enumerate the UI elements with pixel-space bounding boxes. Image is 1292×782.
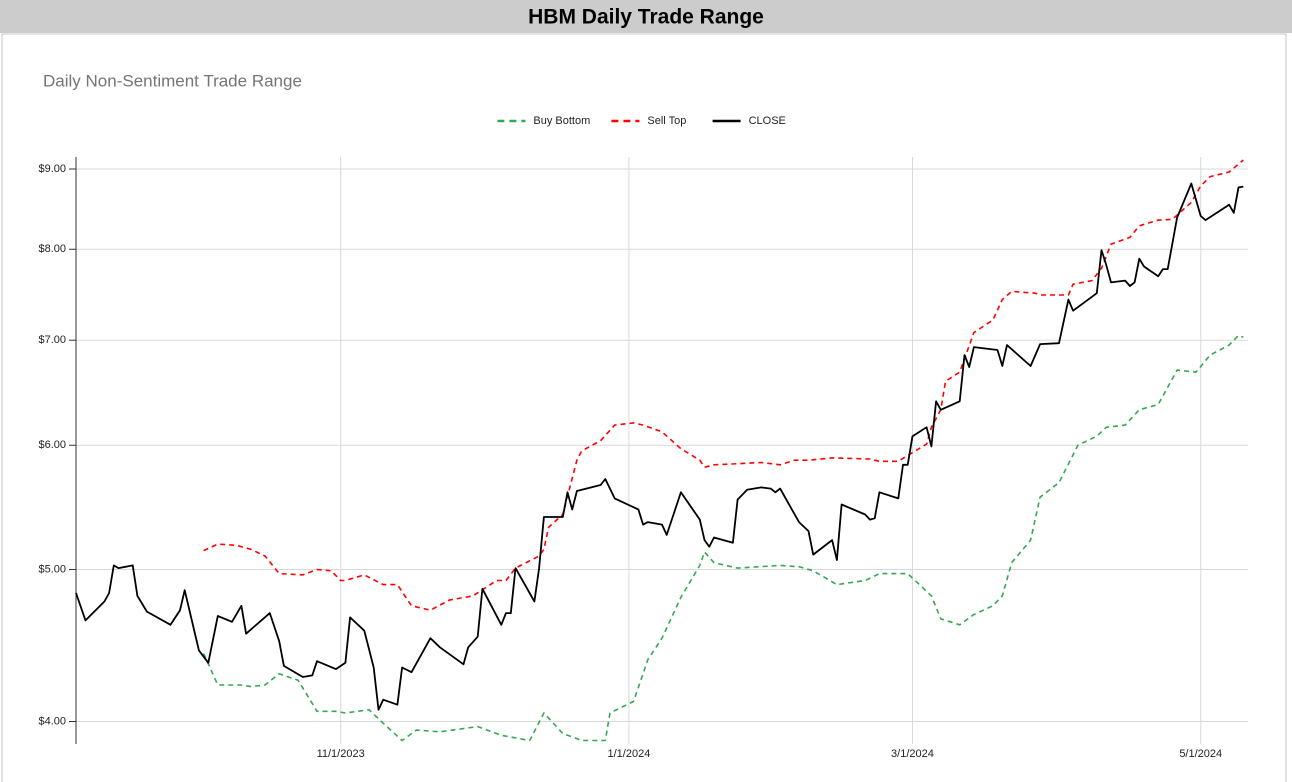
x-tick-label: 1/1/2024 bbox=[608, 748, 651, 760]
legend-label: Sell Top bbox=[647, 115, 686, 127]
y-tick-label: $9.00 bbox=[38, 163, 66, 175]
series-line bbox=[202, 334, 1244, 742]
series-line bbox=[75, 182, 1244, 711]
chart-title: HBM Daily Trade Range bbox=[528, 6, 764, 29]
y-tick-label: $7.00 bbox=[38, 334, 66, 346]
plot-area bbox=[75, 159, 1244, 742]
title-bar bbox=[0, 0, 1292, 33]
series-line bbox=[203, 159, 1244, 611]
y-tick-label: $4.00 bbox=[38, 715, 66, 727]
y-tick-label: $8.00 bbox=[38, 243, 66, 255]
legend: Buy Bottom Sell Top CLOSE bbox=[497, 115, 786, 127]
x-tick-label: 11/1/2023 bbox=[317, 748, 365, 760]
x-tick-label: 3/1/2024 bbox=[891, 748, 934, 760]
chart-subtitle: Daily Non-Sentiment Trade Range bbox=[43, 71, 302, 90]
chart-frame bbox=[1, 33, 1287, 782]
y-tick-label: $5.00 bbox=[38, 563, 66, 575]
x-tick-label: 5/1/2024 bbox=[1179, 748, 1222, 760]
grid: $4.00 $5.00 $6.00 $7.00 $8.00 $9.00 11/1/2023 1… bbox=[38, 157, 1248, 760]
legend-label: CLOSE bbox=[749, 115, 786, 127]
y-tick-label: $6.00 bbox=[38, 439, 66, 451]
legend-label: Buy Bottom bbox=[533, 115, 590, 127]
